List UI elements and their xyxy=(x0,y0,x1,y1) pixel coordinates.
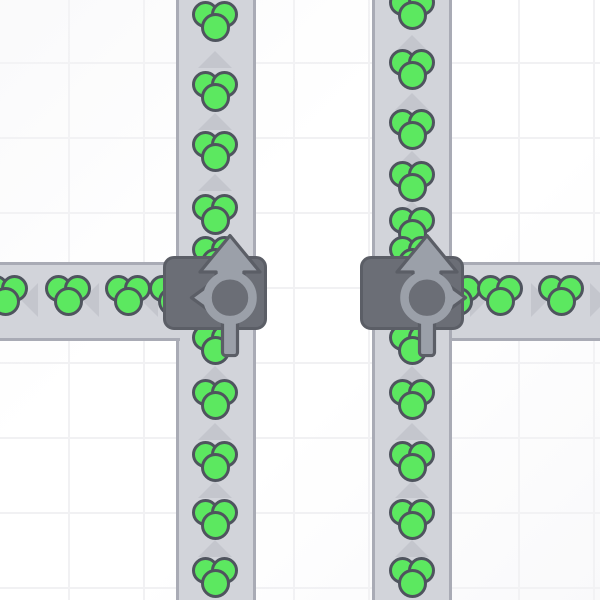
green-resource-cluster xyxy=(477,275,523,317)
green-resource-cluster xyxy=(389,0,435,31)
green-resource-cluster xyxy=(389,441,435,483)
green-resource-cluster xyxy=(192,194,238,236)
resource-dot xyxy=(398,1,427,30)
belt-arrow-up-icon xyxy=(198,481,232,498)
resource-dot xyxy=(398,453,427,482)
green-resource-cluster xyxy=(192,131,238,173)
resource-dot xyxy=(201,206,230,235)
resource-dot xyxy=(201,569,230,598)
belt-arrow-up-icon xyxy=(395,35,429,52)
green-resource-cluster xyxy=(0,275,28,317)
resource-dot xyxy=(398,173,427,202)
resource-dot xyxy=(201,453,230,482)
resource-dot xyxy=(201,511,230,540)
resource-dot xyxy=(398,61,427,90)
green-resource-cluster xyxy=(389,499,435,541)
resource-dot xyxy=(201,83,230,112)
green-resource-cluster xyxy=(192,379,238,421)
belt-arrow-up-icon xyxy=(395,423,429,440)
belt-arrow-up-icon xyxy=(198,174,232,191)
resource-dot xyxy=(201,13,230,42)
resource-dot xyxy=(114,287,143,316)
resource-dot xyxy=(547,287,576,316)
splitter-hub-left[interactable] xyxy=(163,233,267,358)
belt-arrow-up-icon xyxy=(395,481,429,498)
belt-arrow-up-icon xyxy=(395,366,429,383)
green-resource-cluster xyxy=(105,275,151,317)
green-resource-cluster xyxy=(389,161,435,203)
green-resource-cluster xyxy=(389,207,435,249)
splitter-hub-right[interactable] xyxy=(360,233,468,358)
resource-dot xyxy=(398,391,427,420)
belt-arrow-up-icon xyxy=(395,540,429,557)
resource-dot xyxy=(201,391,230,420)
green-resource-cluster xyxy=(389,109,435,151)
belt-arrow-right-icon xyxy=(590,283,600,317)
green-resource-cluster xyxy=(192,441,238,483)
green-resource-cluster xyxy=(192,1,238,43)
resource-dot xyxy=(398,569,427,598)
green-resource-cluster xyxy=(192,557,238,599)
belt-arrow-up-icon xyxy=(198,540,232,557)
resource-dot xyxy=(398,511,427,540)
resource-dot xyxy=(54,287,83,316)
green-resource-cluster xyxy=(389,379,435,421)
green-resource-cluster xyxy=(192,499,238,541)
belt-arrow-up-icon xyxy=(395,93,429,110)
belt-arrow-up-icon xyxy=(198,423,232,440)
belt-arrow-up-icon xyxy=(198,366,232,383)
resource-dot xyxy=(0,287,20,316)
resource-dot xyxy=(486,287,515,316)
green-resource-cluster xyxy=(45,275,91,317)
belt-arrow-up-icon xyxy=(198,51,232,68)
splitter-direction-icon xyxy=(363,233,468,358)
resource-dot xyxy=(201,143,230,172)
green-resource-cluster xyxy=(538,275,584,317)
resource-dot xyxy=(398,121,427,150)
green-resource-cluster xyxy=(192,71,238,113)
belt-arrow-up-icon xyxy=(198,113,232,130)
green-resource-cluster xyxy=(389,557,435,599)
green-resource-cluster xyxy=(389,49,435,91)
splitter-direction-icon xyxy=(166,233,264,358)
